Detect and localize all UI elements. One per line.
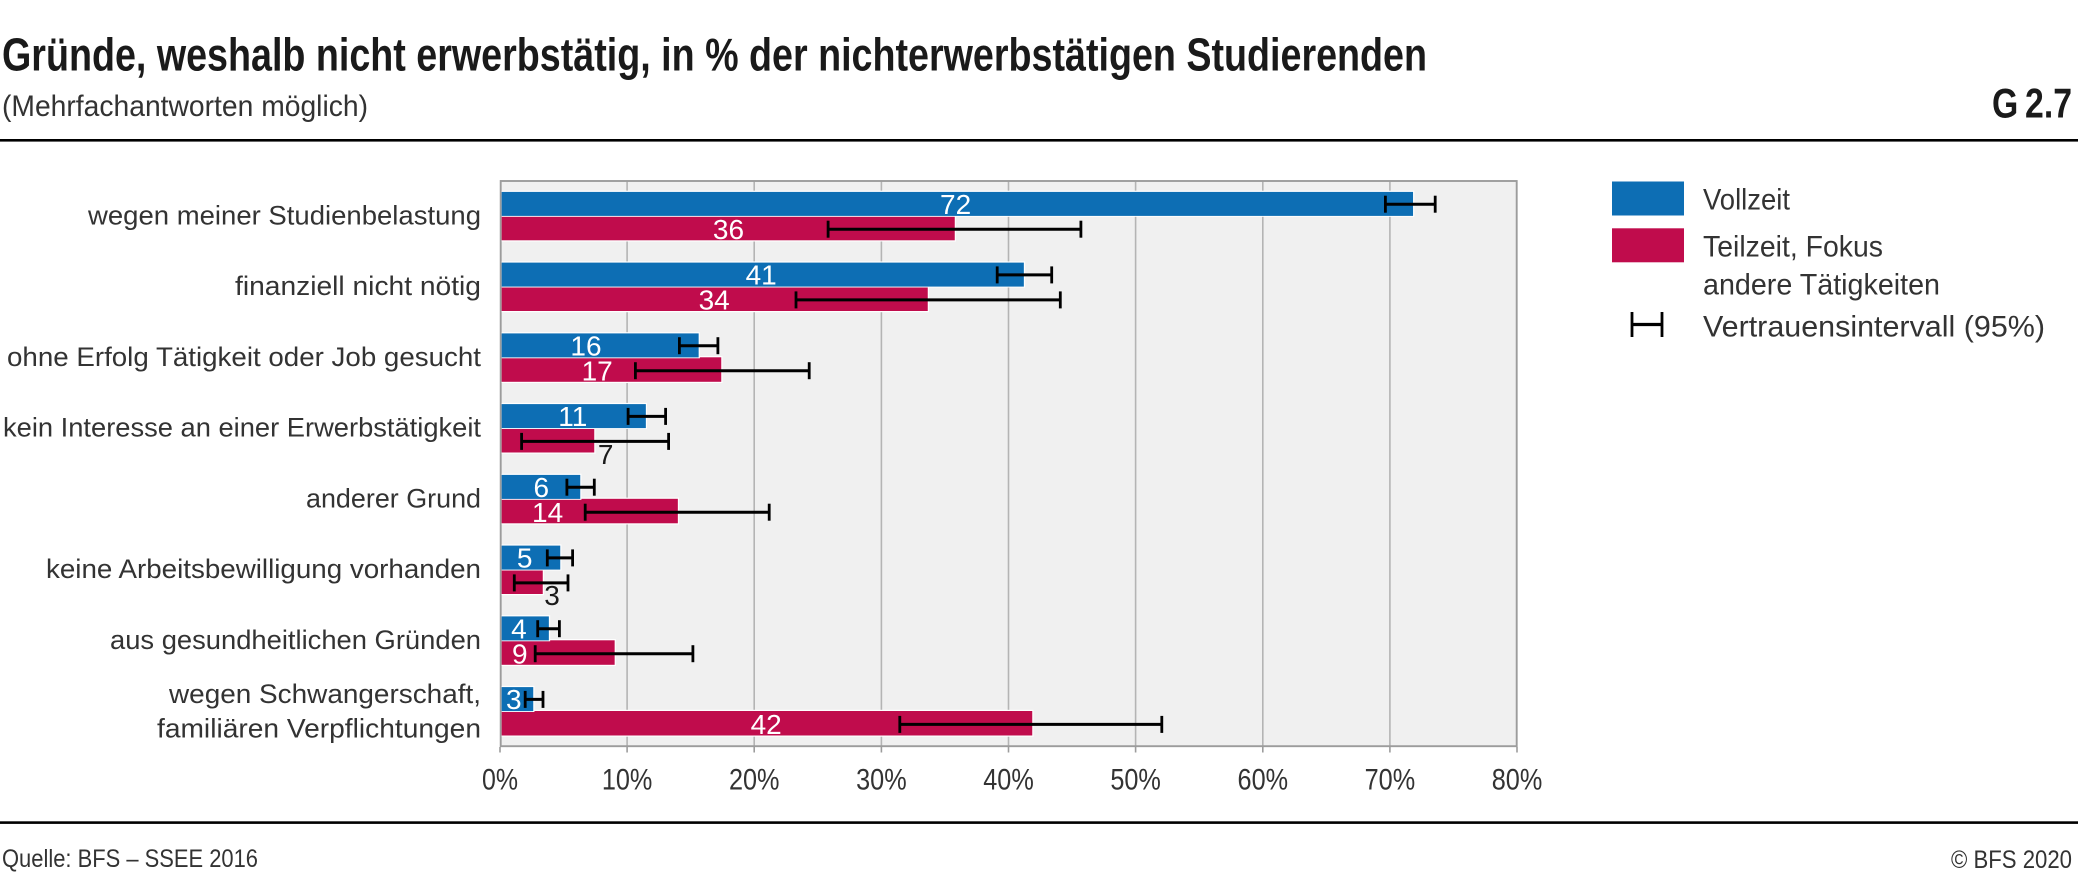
svg-text:G 2.7: G 2.7 [1992, 80, 2072, 127]
svg-text:wegen Schwangerschaft,: wegen Schwangerschaft, [168, 679, 481, 709]
svg-text:42: 42 [751, 709, 782, 740]
svg-text:© BFS 2020: © BFS 2020 [1951, 846, 2072, 874]
svg-text:6: 6 [534, 472, 550, 503]
svg-text:40%: 40% [983, 763, 1034, 796]
svg-text:4: 4 [511, 614, 527, 645]
svg-text:9: 9 [512, 639, 528, 670]
svg-text:3: 3 [506, 684, 522, 715]
svg-text:3: 3 [544, 580, 560, 611]
svg-text:Vollzeit: Vollzeit [1703, 184, 1790, 217]
svg-text:41: 41 [746, 260, 777, 291]
svg-text:finanziell nicht nötig: finanziell nicht nötig [235, 271, 481, 301]
svg-text:17: 17 [582, 356, 613, 387]
svg-text:14: 14 [532, 497, 563, 528]
svg-text:wegen meiner Studienbelastung: wegen meiner Studienbelastung [87, 200, 481, 230]
svg-text:andere Tätigkeiten: andere Tätigkeiten [1703, 269, 1940, 302]
svg-text:10%: 10% [602, 763, 653, 796]
svg-text:7: 7 [598, 439, 614, 470]
svg-text:11: 11 [558, 401, 587, 432]
svg-text:(Mehrfachantworten möglich): (Mehrfachantworten möglich) [2, 90, 368, 123]
svg-text:familiären Verpflichtungen: familiären Verpflichtungen [157, 714, 481, 744]
svg-text:5: 5 [517, 543, 533, 574]
svg-text:keine Arbeitsbewilligung vorha: keine Arbeitsbewilligung vorhanden [46, 554, 481, 584]
svg-text:36: 36 [713, 214, 744, 245]
svg-text:72: 72 [940, 189, 971, 220]
svg-text:Vertrauensintervall (95%): Vertrauensintervall (95%) [1703, 311, 2045, 344]
svg-text:34: 34 [699, 285, 730, 316]
svg-text:ohne Erfolg Tätigkeit oder Job: ohne Erfolg Tätigkeit oder Job gesucht [7, 342, 482, 372]
svg-text:80%: 80% [1492, 763, 1543, 796]
svg-text:30%: 30% [856, 763, 907, 796]
svg-text:0%: 0% [482, 763, 518, 796]
svg-text:Teilzeit, Fokus: Teilzeit, Fokus [1703, 231, 1883, 264]
svg-text:50%: 50% [1110, 763, 1161, 796]
svg-text:16: 16 [570, 331, 601, 362]
svg-text:70%: 70% [1365, 763, 1416, 796]
svg-text:kein Interesse an einer Erwerb: kein Interesse an einer Erwerbstätigkeit [3, 413, 481, 443]
svg-text:aus gesundheitlichen Gründen: aus gesundheitlichen Gründen [110, 625, 481, 655]
svg-text:60%: 60% [1238, 763, 1289, 796]
svg-text:anderer Grund: anderer Grund [306, 483, 481, 513]
svg-text:Gründe, weshalb nicht erwerbst: Gründe, weshalb nicht erwerbstätig, in %… [2, 29, 1427, 81]
svg-text:Quelle: BFS – SSEE 2016: Quelle: BFS – SSEE 2016 [2, 845, 258, 873]
svg-text:20%: 20% [729, 763, 780, 796]
